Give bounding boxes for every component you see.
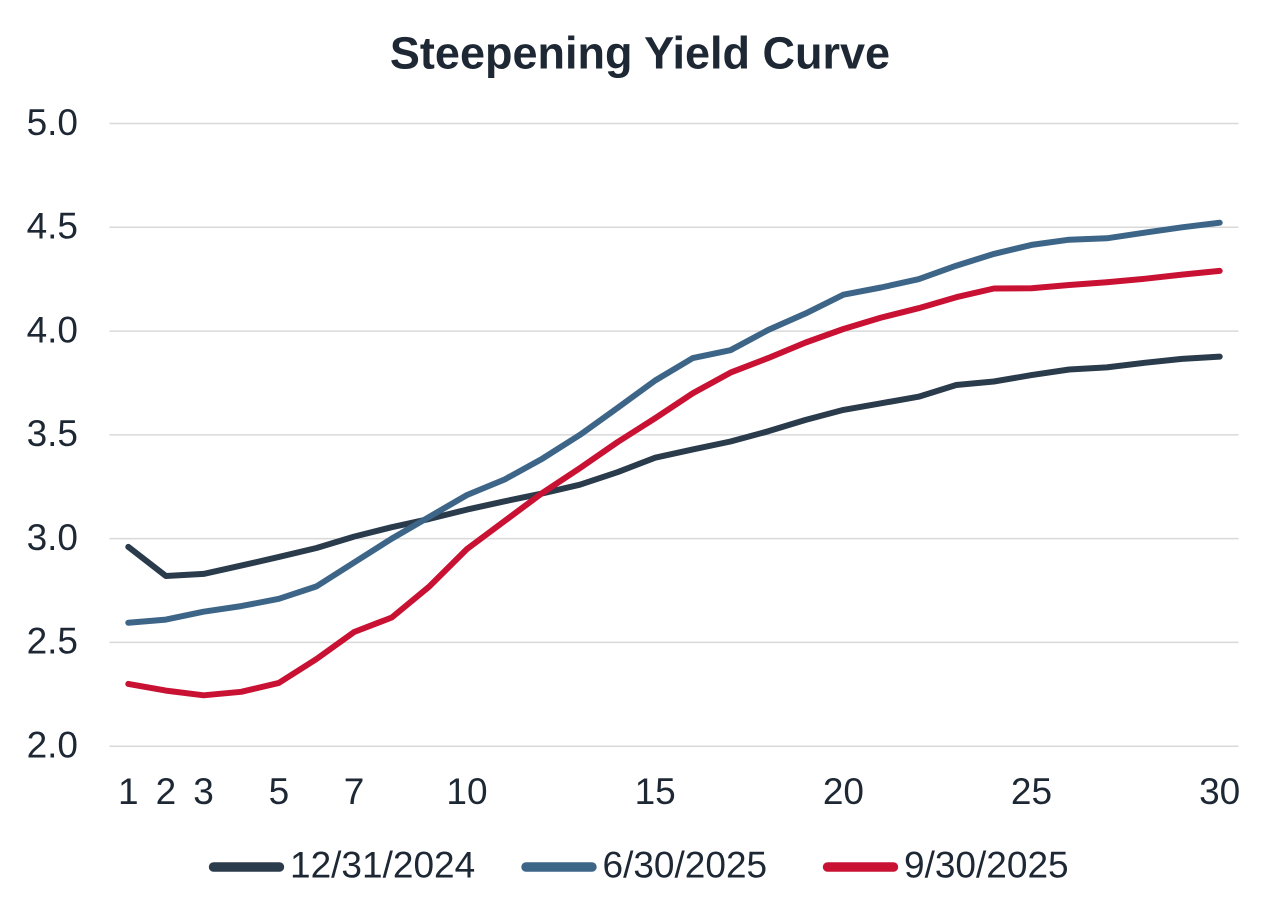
svg-text:9/30/2025: 9/30/2025 bbox=[904, 845, 1069, 886]
svg-text:3.0: 3.0 bbox=[27, 517, 78, 558]
svg-text:2.0: 2.0 bbox=[27, 725, 78, 766]
svg-text:20: 20 bbox=[823, 771, 864, 812]
svg-text:5.0: 5.0 bbox=[27, 102, 78, 143]
svg-text:7: 7 bbox=[344, 771, 365, 812]
svg-text:3.5: 3.5 bbox=[27, 413, 78, 454]
svg-text:10: 10 bbox=[446, 771, 487, 812]
svg-text:2.5: 2.5 bbox=[27, 621, 78, 662]
svg-text:3: 3 bbox=[193, 771, 214, 812]
svg-text:25: 25 bbox=[1011, 771, 1052, 812]
svg-text:5: 5 bbox=[269, 771, 290, 812]
svg-text:4.5: 4.5 bbox=[27, 206, 78, 247]
svg-text:1: 1 bbox=[118, 771, 139, 812]
svg-text:15: 15 bbox=[635, 771, 676, 812]
svg-text:6/30/2025: 6/30/2025 bbox=[603, 845, 768, 886]
svg-text:4.0: 4.0 bbox=[27, 309, 78, 350]
svg-text:2: 2 bbox=[156, 771, 177, 812]
svg-text:12/31/2024: 12/31/2024 bbox=[290, 845, 475, 886]
svg-text:30: 30 bbox=[1199, 771, 1240, 812]
svg-text:Steepening Yield Curve: Steepening Yield Curve bbox=[390, 28, 890, 79]
